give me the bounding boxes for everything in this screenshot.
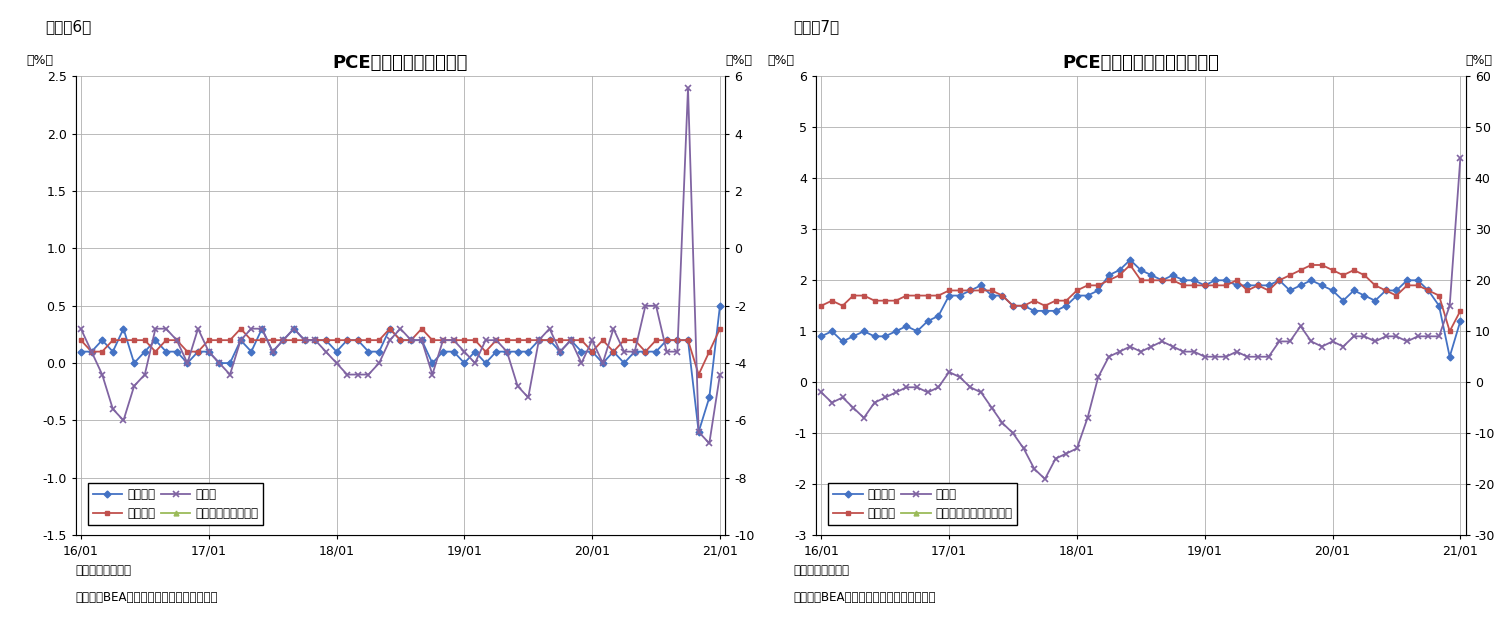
Text: （資料）BEAよりニッセイ基礎研究所作成: （資料）BEAよりニッセイ基礎研究所作成 <box>76 591 218 604</box>
Legend: 総合指数, コア指数, 食料品, エネルギー関連（右軍）: 総合指数, コア指数, 食料品, エネルギー関連（右軍） <box>828 483 1017 525</box>
Title: PCE価格指数（前月比）: PCE価格指数（前月比） <box>332 54 468 72</box>
Text: （%）: （%） <box>27 54 54 68</box>
Text: （図表7）: （図表7） <box>793 19 840 34</box>
Text: （注）季節調整済: （注）季節調整済 <box>76 564 131 576</box>
Text: （注）季節調整済: （注）季節調整済 <box>793 564 849 576</box>
Text: （%）: （%） <box>725 54 752 68</box>
Legend: 総合指数, コア指数, 食料品, エネルギー（右軍）: 総合指数, コア指数, 食料品, エネルギー（右軍） <box>88 483 263 525</box>
Text: （図表6）: （図表6） <box>45 19 92 34</box>
Text: （%）: （%） <box>1466 54 1493 68</box>
Text: （%）: （%） <box>768 54 795 68</box>
Text: （資料）BEAよりニッセイ基礎研究所作成: （資料）BEAよりニッセイ基礎研究所作成 <box>793 591 935 604</box>
Title: PCE価格指数（前年同月比）: PCE価格指数（前年同月比） <box>1062 54 1219 72</box>
